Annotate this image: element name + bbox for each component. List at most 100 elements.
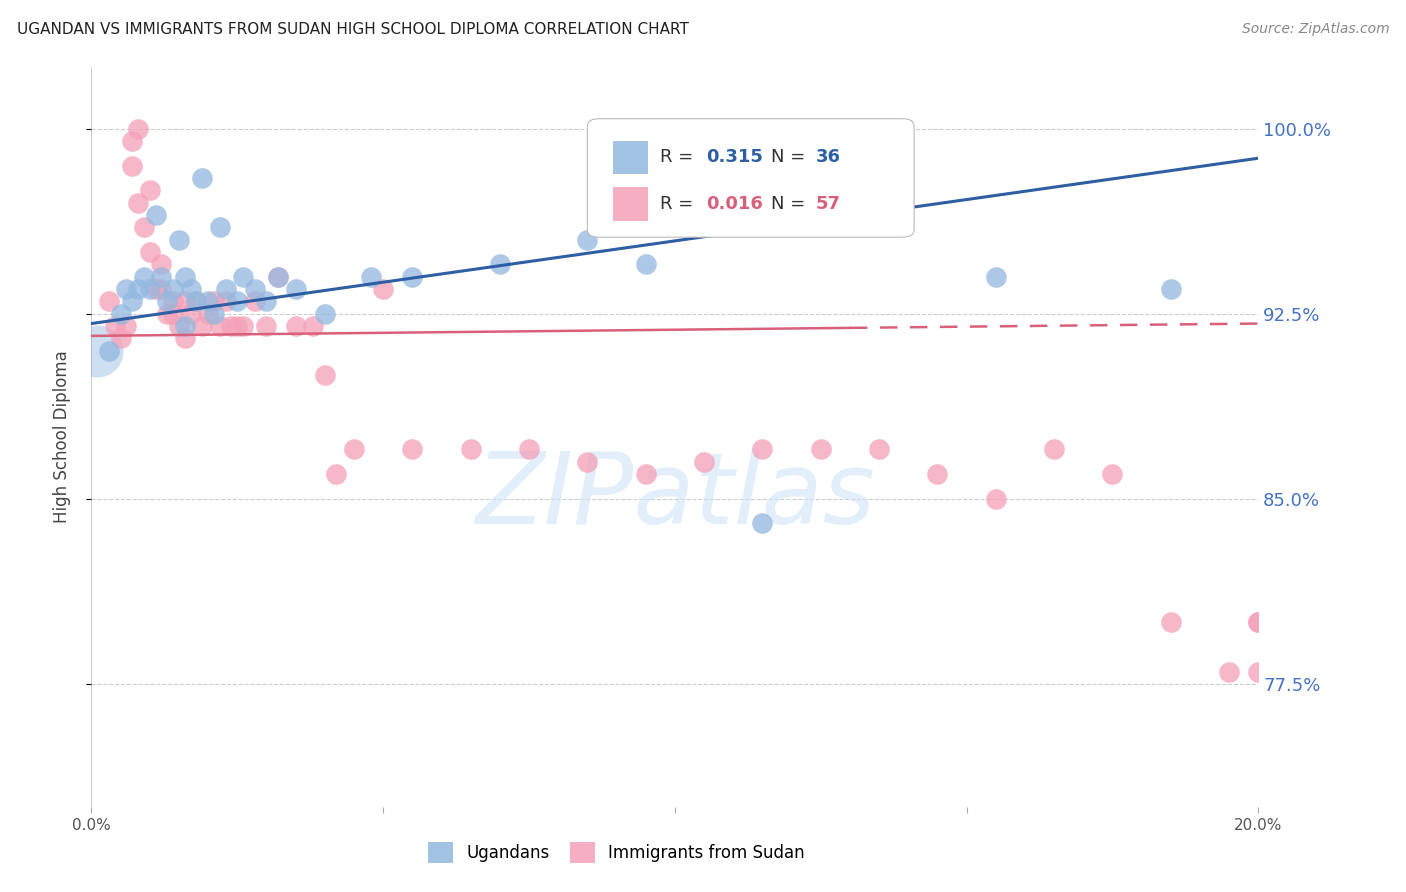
Point xyxy=(576,455,599,469)
Text: UGANDAN VS IMMIGRANTS FROM SUDAN HIGH SCHOOL DIPLOMA CORRELATION CHART: UGANDAN VS IMMIGRANTS FROM SUDAN HIGH SC… xyxy=(17,22,689,37)
Point xyxy=(150,257,173,271)
Point xyxy=(267,269,290,284)
Point xyxy=(325,467,347,482)
Point xyxy=(1043,442,1066,457)
Point xyxy=(984,269,1007,284)
Bar xyxy=(613,141,648,174)
Point xyxy=(221,318,243,333)
Point xyxy=(167,318,190,333)
Text: N =: N = xyxy=(770,148,811,166)
Point xyxy=(145,208,167,222)
Text: 57: 57 xyxy=(815,194,841,213)
Point xyxy=(810,442,832,457)
Point xyxy=(214,294,236,309)
Point xyxy=(243,294,266,309)
Point xyxy=(115,318,138,333)
Point xyxy=(150,282,173,296)
Point xyxy=(226,294,249,309)
Point xyxy=(314,368,336,383)
Text: 36: 36 xyxy=(815,148,841,166)
Point xyxy=(284,282,307,296)
Point xyxy=(232,318,254,333)
Point xyxy=(180,282,202,296)
Point xyxy=(197,294,219,309)
Point xyxy=(984,491,1007,506)
Point xyxy=(343,442,366,457)
Point xyxy=(460,442,482,457)
FancyBboxPatch shape xyxy=(588,119,914,237)
Text: Source: ZipAtlas.com: Source: ZipAtlas.com xyxy=(1241,22,1389,37)
Point xyxy=(634,257,657,271)
Point xyxy=(162,307,184,321)
Point xyxy=(104,318,127,333)
Point xyxy=(302,318,325,333)
Point xyxy=(401,269,423,284)
Point xyxy=(173,269,195,284)
Point xyxy=(254,318,277,333)
Point xyxy=(1160,615,1182,629)
Point xyxy=(1160,282,1182,296)
Point xyxy=(1218,665,1240,679)
Text: ZIPatlas: ZIPatlas xyxy=(475,448,875,545)
Point xyxy=(1247,665,1270,679)
Text: R =: R = xyxy=(659,148,699,166)
Text: R =: R = xyxy=(659,194,699,213)
Point xyxy=(156,294,179,309)
Y-axis label: High School Diploma: High School Diploma xyxy=(52,351,70,524)
Point xyxy=(254,294,277,309)
Point xyxy=(489,257,512,271)
Point xyxy=(1247,615,1270,629)
Point xyxy=(138,282,162,296)
Point xyxy=(115,282,138,296)
Point xyxy=(127,121,149,136)
Point xyxy=(127,195,149,210)
Point xyxy=(517,442,540,457)
Text: 0.016: 0.016 xyxy=(706,194,763,213)
Point xyxy=(162,294,184,309)
Point xyxy=(127,282,149,296)
Point xyxy=(145,282,167,296)
Point xyxy=(97,343,120,358)
Point xyxy=(191,318,214,333)
Point xyxy=(97,294,120,309)
Point xyxy=(121,134,143,148)
Legend: Ugandans, Immigrants from Sudan: Ugandans, Immigrants from Sudan xyxy=(422,836,811,870)
Point xyxy=(314,307,336,321)
Point xyxy=(226,318,249,333)
Point xyxy=(138,183,162,197)
Point xyxy=(360,269,382,284)
Point xyxy=(162,282,184,296)
Point xyxy=(927,467,949,482)
Point xyxy=(173,318,195,333)
Text: N =: N = xyxy=(770,194,811,213)
Point xyxy=(191,170,214,185)
Point xyxy=(197,307,219,321)
Point xyxy=(208,220,231,235)
Text: 0.315: 0.315 xyxy=(706,148,763,166)
Point xyxy=(751,516,773,531)
Point xyxy=(121,159,143,173)
Point xyxy=(167,233,190,247)
Point xyxy=(202,294,225,309)
Point xyxy=(371,282,394,296)
Point xyxy=(267,269,290,284)
Point xyxy=(110,331,132,345)
Point xyxy=(751,442,773,457)
Point xyxy=(180,307,202,321)
Point xyxy=(110,307,132,321)
Point xyxy=(186,294,208,309)
Point xyxy=(214,282,236,296)
Point xyxy=(868,442,890,457)
Point xyxy=(186,294,208,309)
Point xyxy=(243,282,266,296)
Point xyxy=(132,269,155,284)
Bar xyxy=(613,187,648,220)
Point xyxy=(150,269,173,284)
Point xyxy=(86,343,108,358)
Point xyxy=(132,220,155,235)
Point xyxy=(173,331,195,345)
Point xyxy=(693,455,716,469)
Point xyxy=(121,294,143,309)
Point xyxy=(576,233,599,247)
Point xyxy=(1101,467,1123,482)
